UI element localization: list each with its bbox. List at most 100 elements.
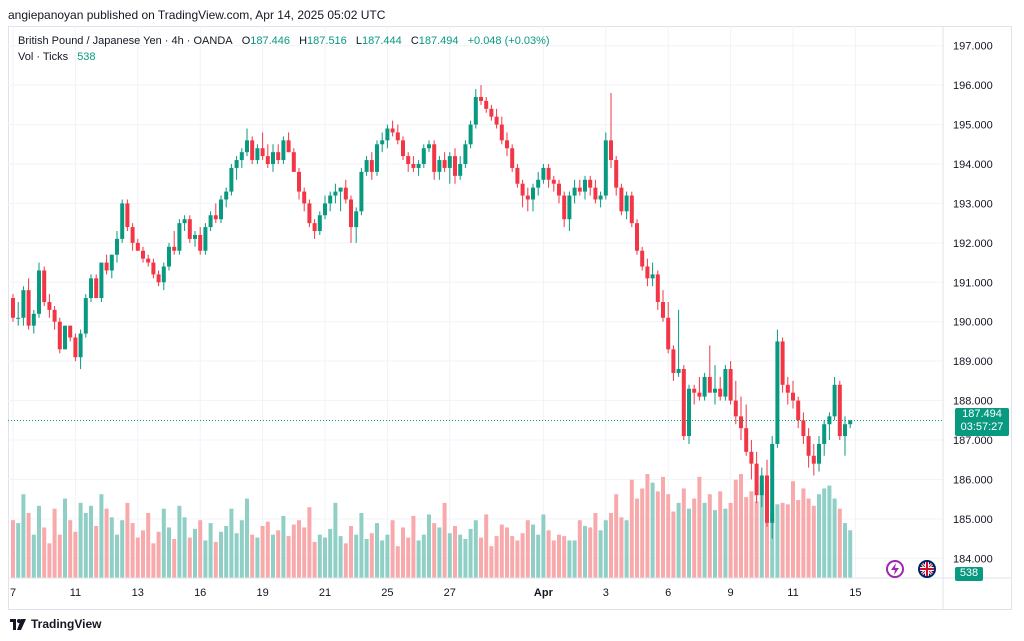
volume-bar	[718, 491, 723, 578]
candle-body	[182, 219, 187, 224]
candle	[520, 179, 525, 208]
candle	[203, 223, 208, 255]
candle	[219, 195, 223, 224]
candle-body	[614, 160, 619, 188]
candle	[806, 428, 811, 468]
candle-body	[421, 148, 426, 164]
candle	[541, 164, 546, 184]
open-value: 187.446	[250, 35, 291, 47]
candle	[141, 246, 145, 263]
volume-bar	[551, 540, 556, 578]
candle	[775, 329, 780, 448]
candle-body	[744, 428, 749, 452]
candle	[843, 416, 847, 456]
candle-body	[494, 116, 499, 125]
volume-bar	[614, 494, 619, 578]
candle-body	[733, 400, 738, 417]
candle	[791, 380, 795, 409]
candle	[47, 294, 52, 318]
candle-body	[307, 203, 312, 224]
candle-body	[489, 108, 494, 117]
candle-body	[78, 333, 83, 358]
volume-bar	[739, 474, 743, 578]
volume-bar	[437, 527, 442, 578]
volume-bars	[11, 474, 853, 578]
candlestick-chart[interactable]: 197.000 196.000 195.000 194.000 193.000 192.0…	[8, 26, 1012, 610]
volume-bar	[635, 498, 639, 578]
candle-body	[338, 187, 343, 192]
price-tick-label: 185.000	[953, 514, 993, 526]
volume-bar	[603, 520, 608, 578]
volume-bar	[531, 524, 535, 578]
volume-bar	[728, 502, 733, 578]
volume-bar	[468, 528, 473, 578]
candle	[338, 187, 343, 212]
candles	[11, 85, 853, 539]
candle	[323, 195, 327, 220]
volume-label[interactable]: Vol · Ticks	[18, 51, 69, 63]
volume-bar	[130, 523, 135, 578]
volume-bar	[125, 502, 130, 578]
candle	[224, 187, 229, 208]
volume-bar	[843, 523, 847, 578]
candle	[63, 325, 67, 350]
volume-bar	[297, 520, 301, 578]
volume-bar	[567, 540, 572, 578]
volume-bar	[203, 540, 208, 578]
volume-bar	[655, 491, 660, 578]
candle	[567, 191, 572, 232]
uk-flag-icon[interactable]	[918, 560, 936, 578]
candle	[598, 191, 603, 208]
candle	[193, 231, 197, 247]
volume-bar	[83, 513, 88, 578]
price-tick-label: 191.000	[953, 277, 993, 289]
candle	[427, 140, 431, 153]
time-tick-label: 11	[787, 587, 798, 599]
candle	[354, 207, 359, 243]
candle-body	[681, 369, 686, 437]
candle-body	[692, 388, 697, 393]
volume-bar	[104, 508, 109, 578]
candle	[494, 108, 499, 129]
candle	[146, 254, 151, 267]
candle-body	[151, 262, 156, 275]
candle	[421, 144, 426, 168]
candle-body	[312, 223, 317, 232]
volume-bar	[692, 498, 697, 578]
candle-body	[536, 179, 541, 188]
volume-bar	[260, 526, 265, 578]
volume-bar	[421, 534, 426, 578]
close-value: 187.494	[418, 35, 459, 47]
candle-body	[401, 140, 405, 157]
candle-body	[562, 195, 567, 220]
volume-bar	[141, 530, 145, 578]
lightning-icon[interactable]	[886, 560, 904, 578]
candle	[489, 104, 494, 121]
symbol-label[interactable]: British Pound / Japanese Yen · 4h · OAND…	[18, 35, 233, 47]
volume-bar	[759, 484, 764, 578]
volume-bar	[151, 543, 156, 578]
candle	[213, 203, 218, 224]
candle-body	[796, 400, 801, 421]
footer-brand[interactable]: TradingView	[31, 617, 102, 631]
candle	[369, 152, 374, 180]
candle-body	[255, 148, 260, 161]
candle-body	[785, 384, 790, 393]
volume-bar	[52, 508, 57, 578]
volume-bar	[494, 536, 499, 578]
candle	[135, 238, 140, 251]
volume-bar	[47, 543, 52, 578]
volume-bar	[369, 533, 374, 578]
volume-bar	[744, 497, 749, 578]
candle-body	[229, 167, 234, 192]
axes: 197.000 196.000 195.000 194.000 193.000 192.0…	[8, 26, 1012, 610]
candle	[588, 175, 593, 196]
candle	[286, 132, 291, 153]
volume-bar	[572, 540, 577, 578]
candle	[801, 412, 806, 444]
candle-body	[239, 152, 244, 161]
candle	[713, 365, 717, 405]
candle	[229, 164, 234, 196]
volume-bar	[94, 526, 99, 578]
candle	[796, 396, 801, 429]
